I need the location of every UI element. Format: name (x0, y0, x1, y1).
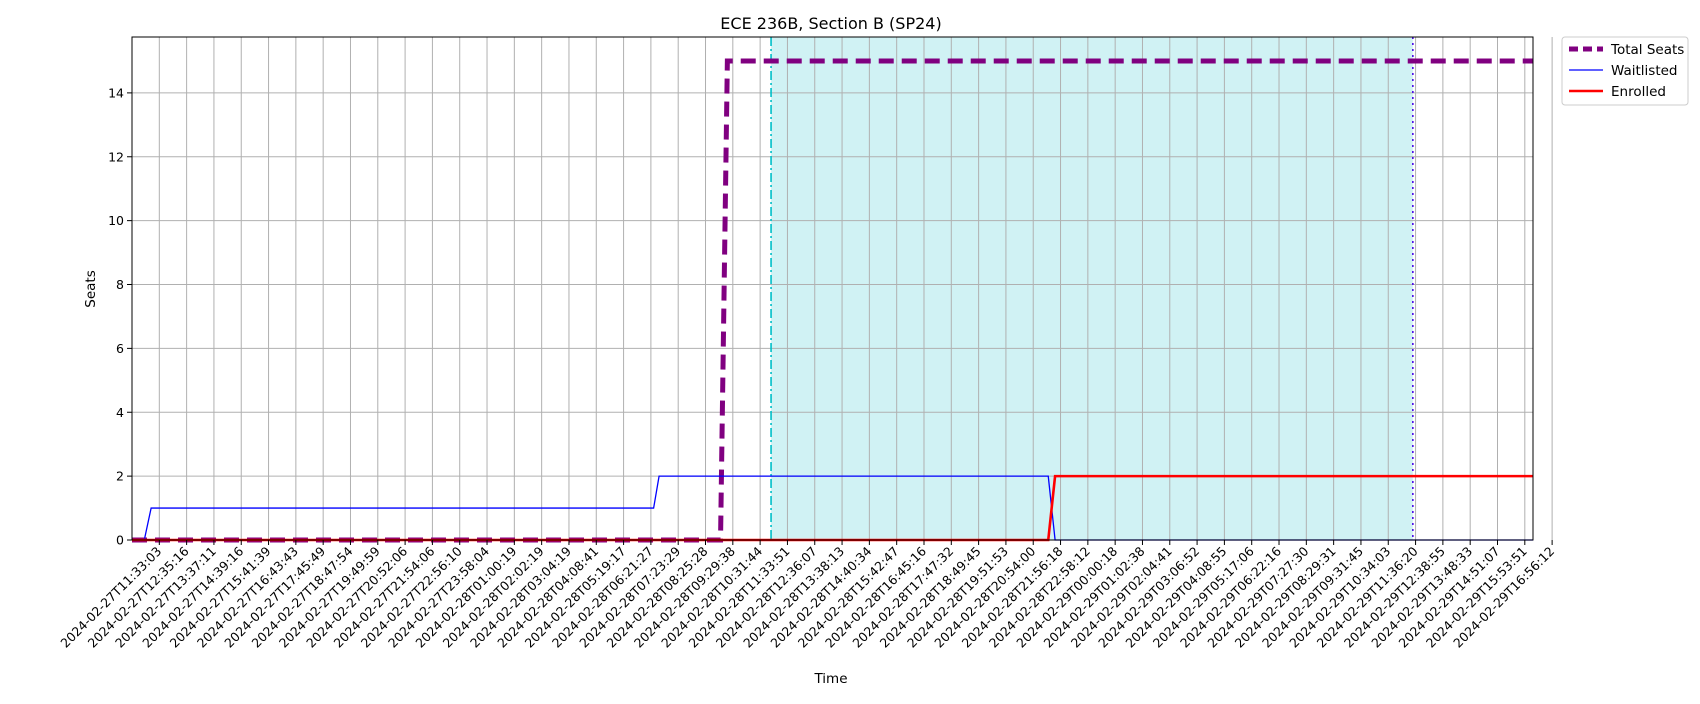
y-tick-label: 14 (108, 85, 124, 100)
series-line-waitlisted (132, 475, 1533, 541)
legend-label: Waitlisted (1611, 63, 1678, 79)
y-tick-label: 2 (116, 469, 124, 484)
legend: Total Seats Waitlisted Enrolled (1561, 36, 1689, 106)
y-axis-title: Seats (83, 270, 99, 307)
series-line-total-seats (132, 58, 1533, 543)
x-axis-title: Time (813, 671, 847, 687)
plot-area (131, 36, 1553, 543)
y-tick-label: 4 (116, 405, 124, 420)
grid (132, 37, 1553, 541)
y-tick-label: 0 (116, 533, 124, 548)
legend-frame (1561, 36, 1689, 106)
y-tick-label: 6 (116, 341, 124, 356)
y-tick-label: 8 (116, 277, 124, 292)
legend-label: Total Seats (1610, 42, 1684, 58)
y-tick-label: 10 (108, 213, 124, 228)
y-tick-label: 12 (108, 149, 124, 164)
legend-label: Enrolled (1611, 84, 1666, 100)
chart-title: ECE 236B, Section B (SP24) (720, 14, 941, 33)
plot-frame (131, 36, 1534, 541)
shaded-region (771, 37, 1413, 540)
